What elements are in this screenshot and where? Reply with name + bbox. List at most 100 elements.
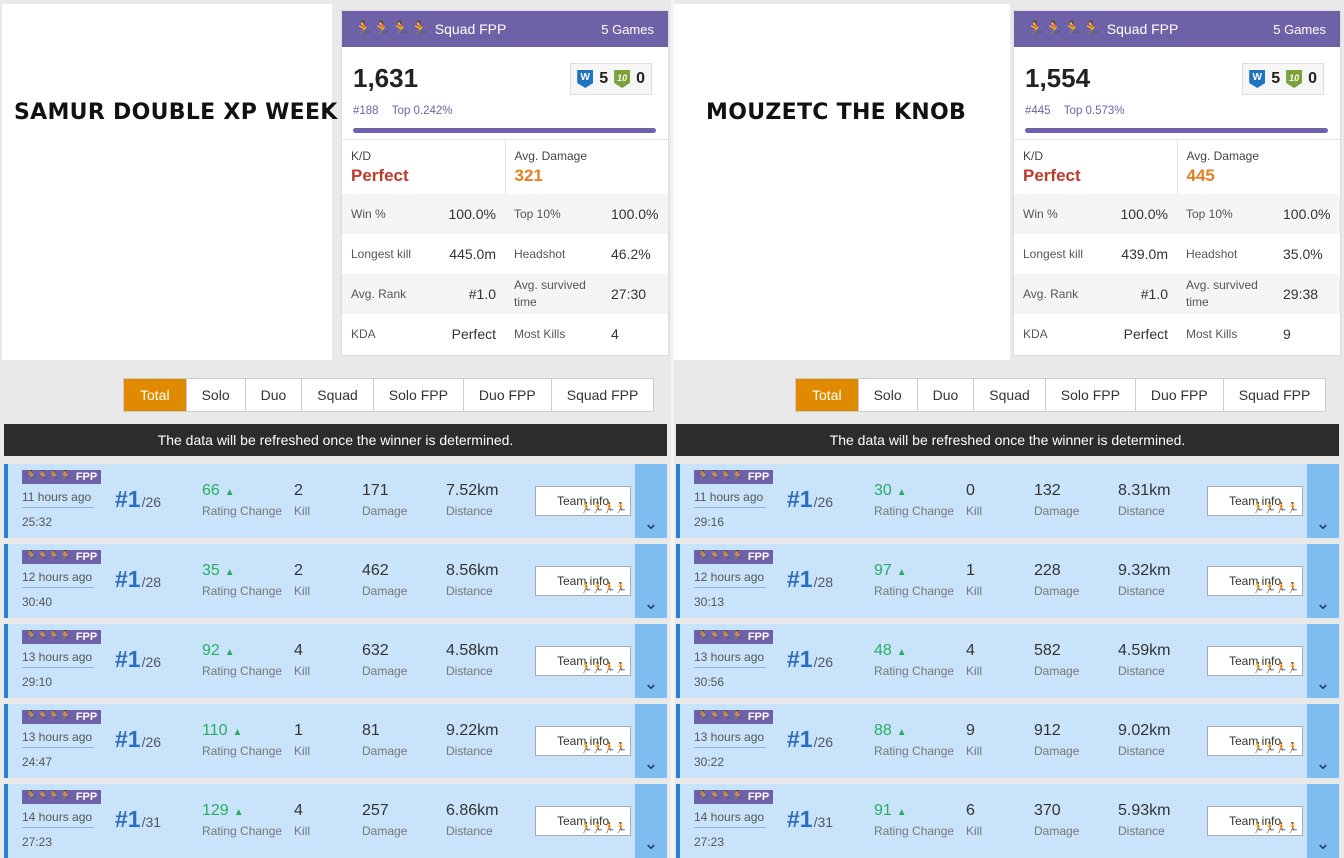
match-row[interactable]: 🏃🏃🏃🏃 FPP 11 hours ago 29:16 #1/26 30 ▲ Ra… [676,464,1339,538]
match-row[interactable]: 🏃🏃🏃🏃 FPP 13 hours ago 30:22 #1/26 88 ▲ Ra… [676,704,1339,778]
mode-badge: 🏃🏃🏃🏃 FPP [22,630,102,644]
win-badges: W 5 10 0 [570,63,652,95]
distance-stat: 9.32km Distance [1118,562,1170,598]
tab-squad[interactable]: Squad [301,379,372,411]
placement-total: /26 [141,654,162,670]
squad-runners-icon: 🏃🏃🏃🏃 [22,710,74,724]
mode-badge: 🏃🏃🏃🏃 FPP [22,790,102,804]
tab-solo-fpp[interactable]: Solo FPP [1044,379,1135,411]
match-row[interactable]: 🏃🏃🏃🏃 FPP 14 hours ago 27:23 #1/31 91 ▲ Ra… [676,784,1339,858]
stat-value: 4.59km [1118,642,1171,659]
squad-watermark-icon: 🏃🏃🏃🏃 [580,743,627,754]
stat-value: 912 [1034,722,1061,739]
player-nickname: MOUZETC THE KNOB [706,100,967,125]
chevron-down-icon: ⌄ [643,833,659,853]
badge-mode-label: FPP [745,550,774,564]
rating-change-value: 35 [202,562,220,579]
arrow-up-icon: ▲ [232,727,243,738]
expand-button[interactable]: ⌄ [635,464,667,538]
team-info-label: Team info [556,814,610,828]
kill-stat: 2 Kill [294,562,310,598]
distance-stat: 4.58km Distance [446,642,498,678]
stat-value: 29:38 [1283,286,1319,302]
kd-label: K/D [351,149,372,163]
stat-top10: Top 10% 100.0% [1177,194,1340,234]
stat-value: 0 [966,482,975,499]
team-info-button[interactable]: Team info 🏃🏃🏃🏃 [535,486,631,516]
placement-value: #1 [115,806,141,832]
team-info-button[interactable]: Team info 🏃🏃🏃🏃 [1207,726,1303,756]
squad-runners-icon: 🏃🏃🏃🏃 [22,550,74,564]
game-mode-label: Squad FPP [434,21,507,37]
stat-label: Damage [1034,584,1080,598]
distance-stat: 9.02km Distance [1118,722,1170,758]
match-row[interactable]: 🏃🏃🏃🏃 FPP 13 hours ago 24:47 #1/26 110 ▲ R… [4,704,667,778]
mode-tabs: Total Solo Duo Squad Solo FPP Duo FPP Sq… [795,378,1327,412]
expand-button[interactable]: ⌄ [635,624,667,698]
team-info-button[interactable]: Team info 🏃🏃🏃🏃 [535,806,631,836]
match-row[interactable]: 🏃🏃🏃🏃 FPP 12 hours ago 30:40 #1/28 35 ▲ Ra… [4,544,667,618]
expand-button[interactable]: ⌄ [1307,544,1339,618]
stat-label: Kill [294,824,311,838]
match-row[interactable]: 🏃🏃🏃🏃 FPP 13 hours ago 30:56 #1/26 48 ▲ Ra… [676,624,1339,698]
team-info-label: Team info [556,574,610,588]
distance-stat: 8.31km Distance [1118,482,1170,518]
match-row[interactable]: 🏃🏃🏃🏃 FPP 12 hours ago 30:13 #1/28 97 ▲ Ra… [676,544,1339,618]
mode-badge: 🏃🏃🏃🏃 FPP [694,710,774,724]
expand-button[interactable]: ⌄ [1307,784,1339,858]
stat-label: Rating Change [874,584,955,598]
team-info-button[interactable]: Team info 🏃🏃🏃🏃 [535,726,631,756]
kill-stat: 4 Kill [294,642,310,678]
tab-squad[interactable]: Squad [973,379,1044,411]
match-row[interactable]: 🏃🏃🏃🏃 FPP 13 hours ago 29:10 #1/26 92 ▲ Ra… [4,624,667,698]
stat-value: 81 [362,722,380,739]
expand-button[interactable]: ⌄ [1307,624,1339,698]
expand-button[interactable]: ⌄ [1307,704,1339,778]
stat-value: 8.56km [446,562,499,579]
stat-avg-rank: Avg. Rank #1.0 [342,274,505,314]
damage-stat: 257 Damage [362,802,407,838]
stat-value: 632 [362,642,389,659]
stat-most-kills: Most Kills 4 [505,314,668,354]
expand-button[interactable]: ⌄ [635,544,667,618]
tab-duo-fpp[interactable]: Duo FPP [462,379,551,411]
match-row[interactable]: 🏃🏃🏃🏃 FPP 11 hours ago 25:32 #1/26 66 ▲ Ra… [4,464,667,538]
rating-change-stat: 30 ▲ Rating Change [874,482,954,518]
tab-solo-fpp[interactable]: Solo FPP [372,379,463,411]
tab-squad-fpp[interactable]: Squad FPP [550,379,654,411]
match-row[interactable]: 🏃🏃🏃🏃 FPP 14 hours ago 27:23 #1/31 129 ▲ R… [4,784,667,858]
squad-watermark-icon: 🏃🏃🏃🏃 [580,503,627,514]
tab-total[interactable]: Total [796,379,858,411]
stat-value: #1.0 [468,286,496,302]
squad-runners-icon: 🏃🏃🏃🏃 [694,470,746,484]
tab-total[interactable]: Total [124,379,186,411]
squad-runners-icon: 🏃🏃🏃🏃 [694,630,746,644]
expand-button[interactable]: ⌄ [635,784,667,858]
match-duration: 25:32 [22,515,53,529]
expand-button[interactable]: ⌄ [1307,464,1339,538]
stat-label: Rating Change [874,504,955,518]
team-info-button[interactable]: Team info 🏃🏃🏃🏃 [535,646,631,676]
wins-shield-icon: W [577,70,594,88]
team-info-button[interactable]: Team info 🏃🏃🏃🏃 [1207,486,1303,516]
tab-duo-fpp[interactable]: Duo FPP [1134,379,1223,411]
tab-duo[interactable]: Duo [916,379,974,411]
match-duration: 29:16 [694,515,725,529]
tab-squad-fpp[interactable]: Squad FPP [1222,379,1326,411]
chevron-down-icon: ⌄ [643,673,659,693]
team-info-button[interactable]: Team info 🏃🏃🏃🏃 [1207,566,1303,596]
expand-button[interactable]: ⌄ [635,704,667,778]
arrow-up-icon: ▲ [896,567,907,578]
stat-label: Distance [446,664,493,678]
rating-change-value: 110 [202,722,228,739]
tab-duo[interactable]: Duo [244,379,302,411]
stat-value: 171 [362,482,389,499]
team-info-button[interactable]: Team info 🏃🏃🏃🏃 [1207,806,1303,836]
placement-total: /26 [141,494,162,510]
stat-label: Distance [446,584,493,598]
chevron-down-icon: ⌄ [1315,833,1331,853]
tab-solo[interactable]: Solo [185,379,245,411]
team-info-button[interactable]: Team info 🏃🏃🏃🏃 [535,566,631,596]
team-info-button[interactable]: Team info 🏃🏃🏃🏃 [1207,646,1303,676]
tab-solo[interactable]: Solo [857,379,917,411]
